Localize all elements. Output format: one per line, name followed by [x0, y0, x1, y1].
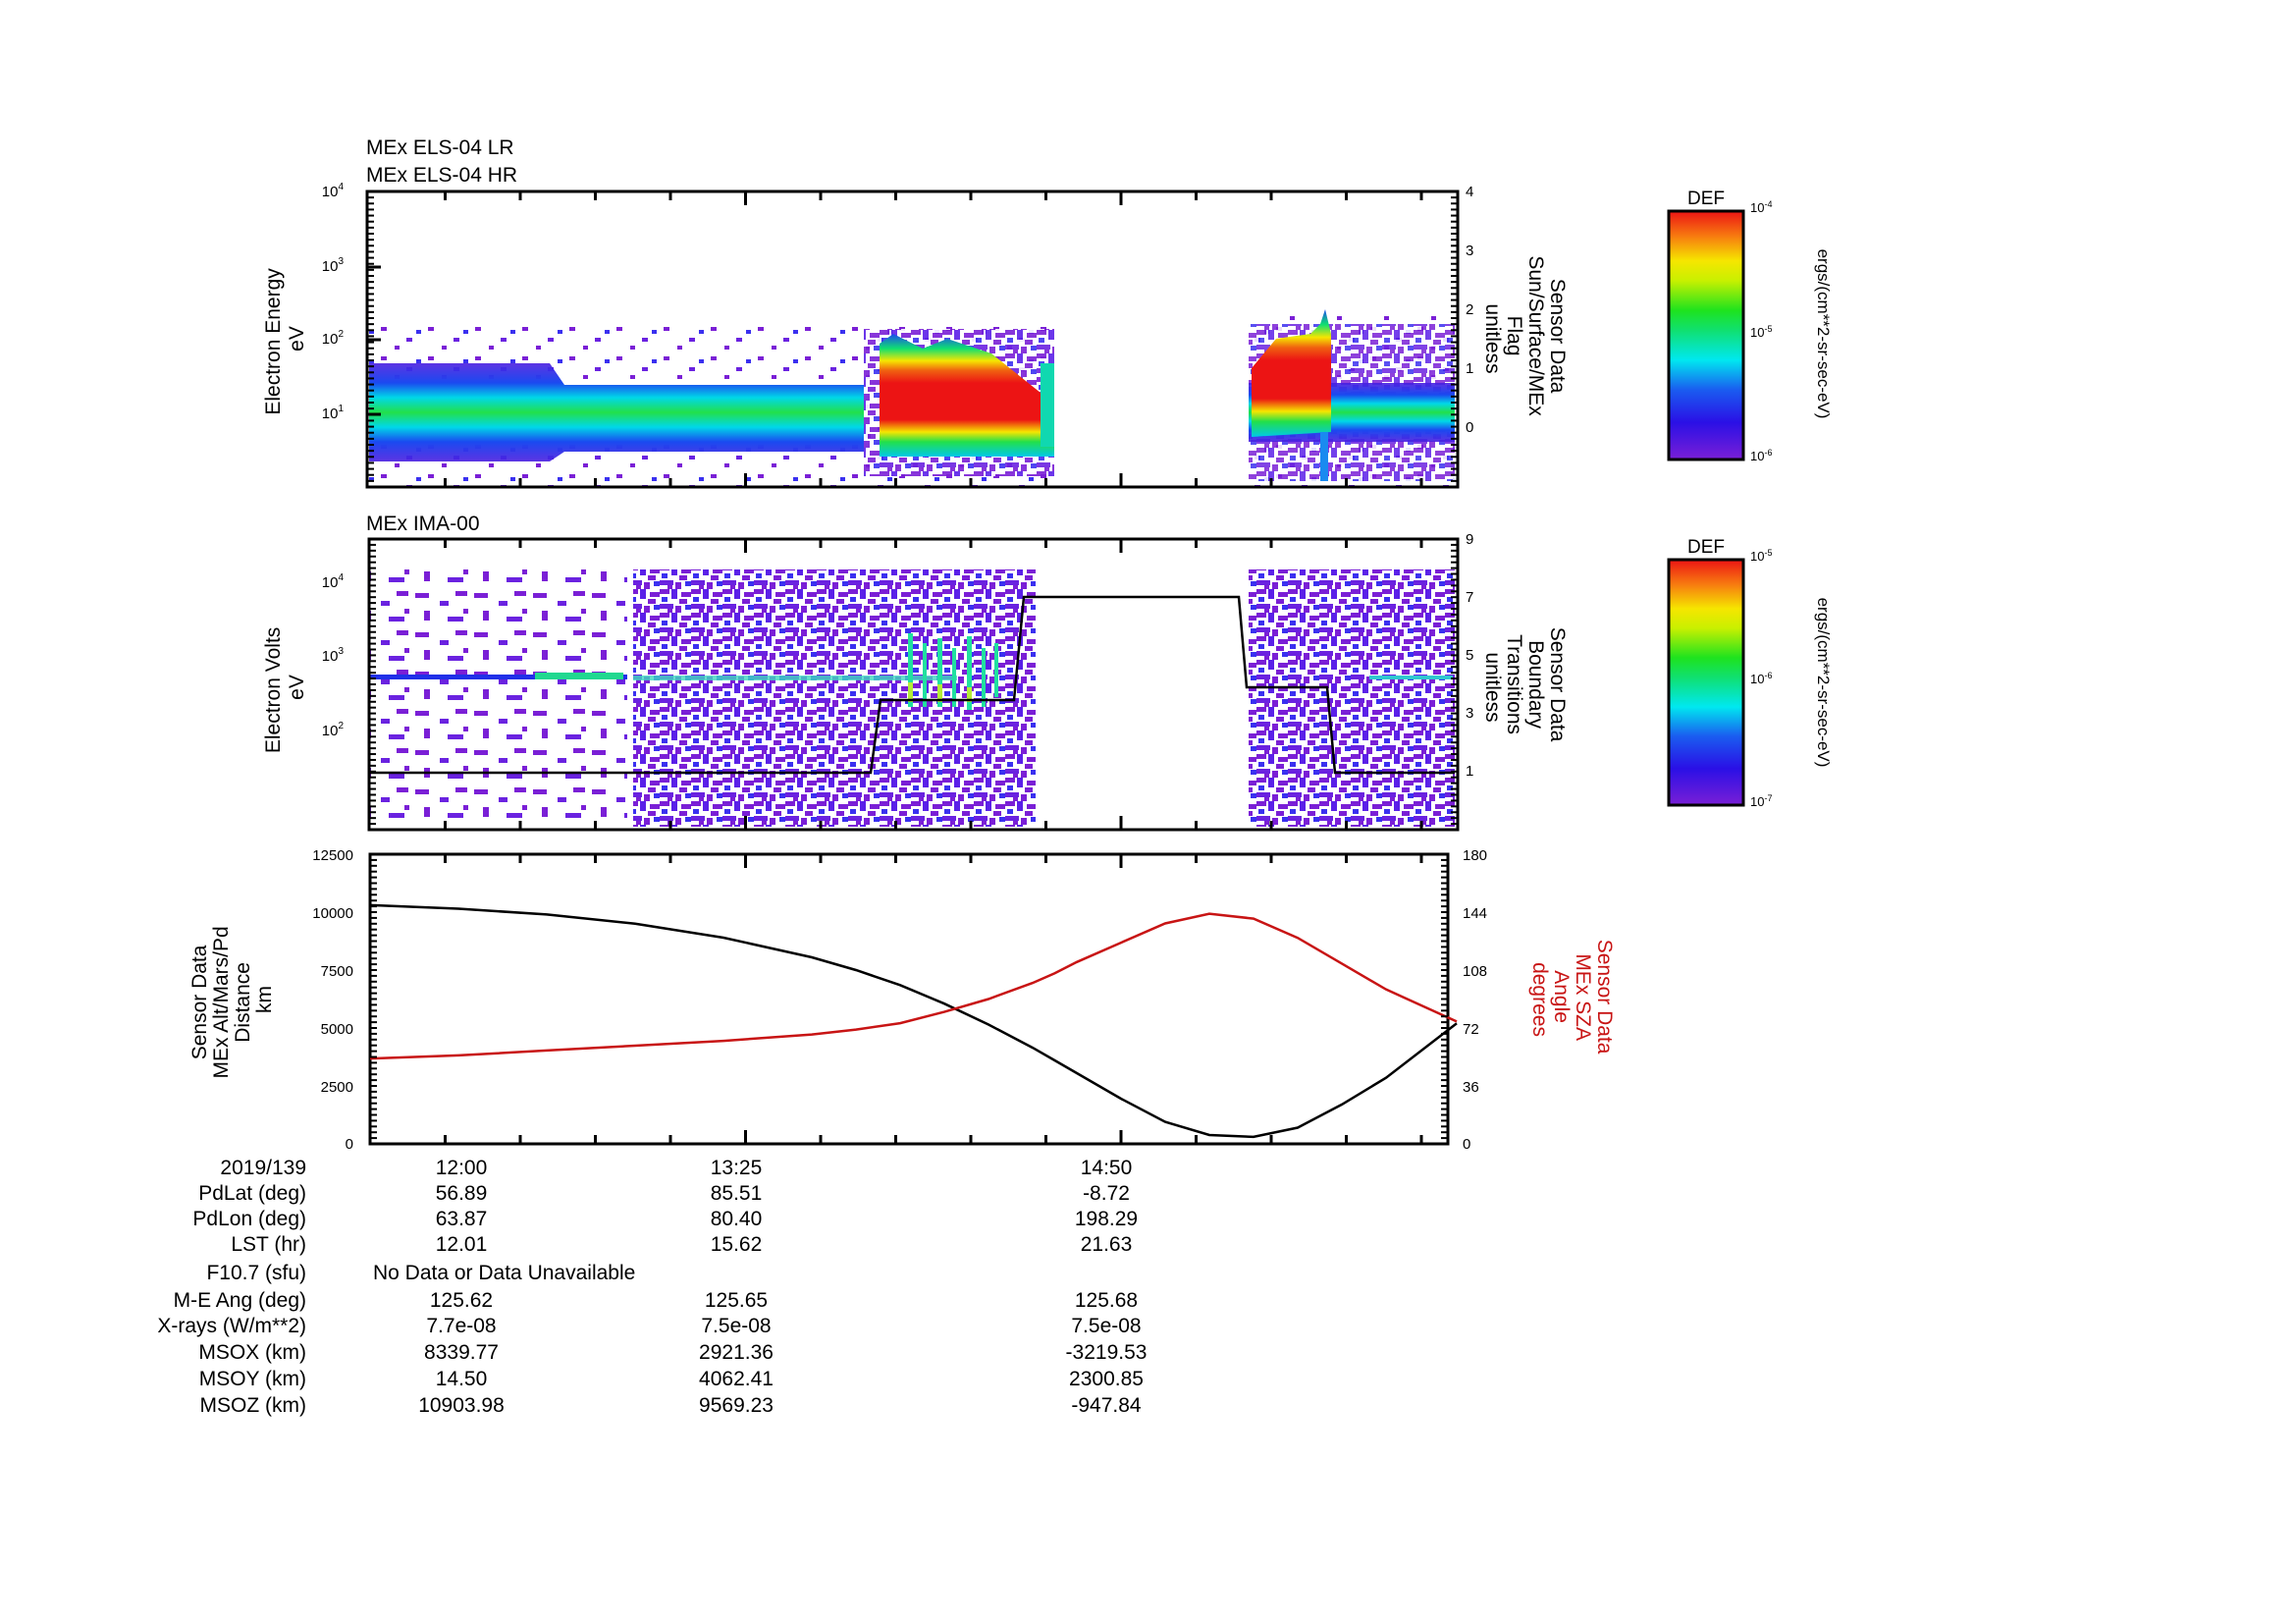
svg-text:0: 0 — [1466, 419, 1473, 436]
els-spectrogram — [369, 309, 1455, 486]
panel2-y2ticks: 9 7 5 3 1 — [1466, 531, 1473, 780]
svg-text:10-5: 10-5 — [1750, 548, 1772, 564]
x-axis-ticks — [444, 191, 1423, 1144]
svg-text:36: 36 — [1463, 1079, 1479, 1096]
panel-els: MEx ELS-04 LR MEx ELS-04 HR 104 103 102 … — [262, 136, 1569, 489]
panel-ima: MEx IMA-00 104 103 10 — [262, 513, 1569, 832]
panel2-yticks: 104 103 102 — [322, 572, 345, 739]
svg-text:104: 104 — [322, 572, 345, 591]
panel2-y2label: Sensor Data Boundary Transitions unitles… — [1481, 627, 1569, 748]
svg-text:0: 0 — [346, 1136, 353, 1153]
svg-text:10-6: 10-6 — [1750, 671, 1772, 686]
svg-text:12500: 12500 — [312, 847, 353, 864]
panel1-title-hr: MEx ELS-04 HR — [366, 164, 517, 187]
svg-text:5000: 5000 — [321, 1021, 353, 1038]
svg-text:10000: 10000 — [312, 905, 353, 922]
svg-text:10-4: 10-4 — [1750, 199, 1772, 215]
svg-text:10-5: 10-5 — [1750, 324, 1772, 340]
panel1-title-lr: MEx ELS-04 LR — [366, 136, 514, 159]
colorbar2-gradient — [1667, 558, 1745, 807]
svg-text:7: 7 — [1466, 589, 1473, 606]
panel2-title: MEx IMA-00 — [366, 513, 480, 535]
colorbar1-title: DEF — [1687, 189, 1725, 209]
colorbar2-units: ergs/(cm**2-sr-sec-eV) — [1814, 598, 1833, 768]
panel3-ylabel: Sensor Data MEx Alt/Mars/Pd Distance km — [188, 920, 276, 1078]
svg-text:101: 101 — [322, 404, 345, 422]
colorbar1-ticks: 10-4 10-5 10-6 — [1750, 199, 1772, 463]
svg-text:103: 103 — [322, 256, 345, 275]
panel3-frame — [368, 852, 1450, 1146]
panel1-yticks: 104 103 102 101 — [322, 182, 345, 422]
svg-text:72: 72 — [1463, 1021, 1479, 1038]
sza-line — [369, 912, 1458, 1060]
panel-orbit: 12500 10000 7500 5000 2500 0 Sensor Data… — [188, 847, 1616, 1153]
svg-text:103: 103 — [322, 646, 345, 665]
svg-text:108: 108 — [1463, 963, 1487, 980]
svg-text:9: 9 — [1466, 531, 1473, 548]
svg-text:7500: 7500 — [321, 963, 353, 980]
svg-text:10-7: 10-7 — [1750, 793, 1772, 809]
svg-text:102: 102 — [322, 721, 345, 739]
svg-text:104: 104 — [322, 182, 345, 200]
y-minor-ticks — [367, 196, 1458, 1140]
colorbar2-title: DEF — [1687, 537, 1725, 558]
ima-spectrogram — [370, 569, 1455, 827]
svg-text:3: 3 — [1466, 243, 1473, 259]
colorbar1-units: ergs/(cm**2-sr-sec-eV) — [1814, 249, 1833, 419]
svg-text:144: 144 — [1463, 905, 1487, 922]
altitude-line — [369, 903, 1458, 1139]
colorbar2-ticks: 10-5 10-6 10-7 — [1750, 548, 1772, 809]
svg-text:102: 102 — [322, 329, 345, 348]
panel2-ylabel: Electron Volts eV — [262, 622, 308, 753]
svg-text:1: 1 — [1466, 763, 1473, 780]
svg-text:10-6: 10-6 — [1750, 448, 1772, 463]
svg-text:180: 180 — [1463, 847, 1487, 864]
svg-text:1: 1 — [1466, 360, 1473, 377]
colorbar1-gradient — [1667, 209, 1745, 461]
svg-text:3: 3 — [1466, 705, 1473, 722]
panel1-y2ticks: 4 3 2 1 0 — [1466, 184, 1473, 436]
boundary-transitions-line — [370, 595, 1455, 775]
colorbar-ima: DEF 10-5 10-6 10-7 ergs/(cm**2-sr-sec-eV… — [1667, 537, 1833, 809]
panel1-ylabel: Electron Energy eV — [262, 262, 308, 414]
panel3-y2label: Sensor Data MEx SZA Angle degrees — [1528, 940, 1616, 1060]
svg-text:4: 4 — [1466, 184, 1473, 200]
panel3-yticks: 12500 10000 7500 5000 2500 0 — [312, 847, 353, 1153]
panel1-y2label: Sensor Data Sun/Surface/MEx Flag unitles… — [1481, 255, 1569, 421]
colorbar-els: DEF 10-4 10-5 10-6 ergs/(cm**2-sr-sec-eV… — [1667, 189, 1833, 463]
svg-text:2500: 2500 — [321, 1079, 353, 1096]
svg-text:0: 0 — [1463, 1136, 1470, 1153]
panel3-y2ticks: 180 144 108 72 36 0 — [1463, 847, 1487, 1153]
svg-text:2: 2 — [1466, 301, 1473, 318]
svg-text:5: 5 — [1466, 647, 1473, 664]
